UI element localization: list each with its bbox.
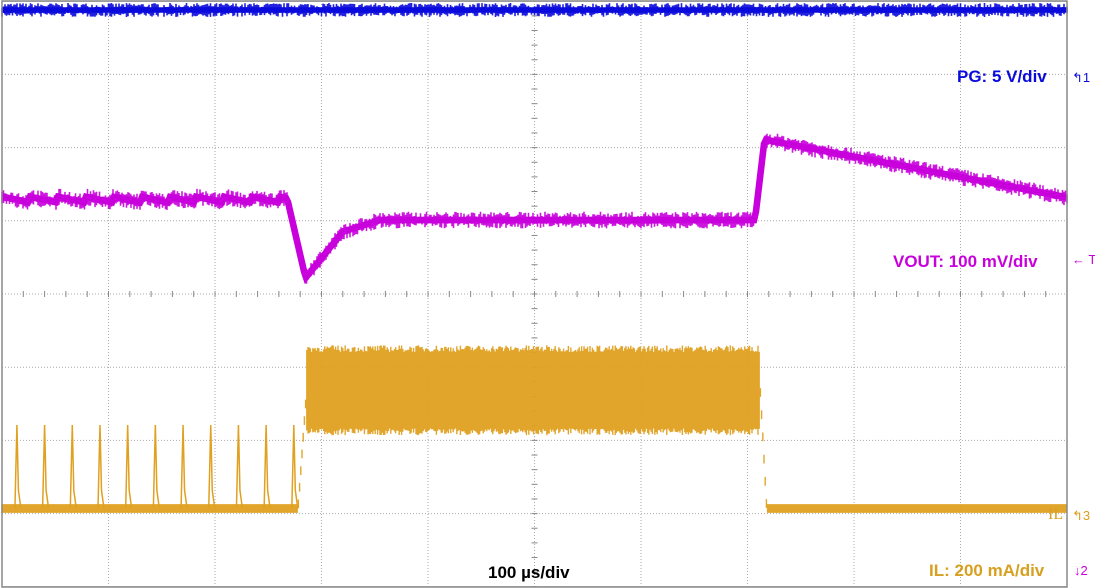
il-spike (207, 425, 216, 509)
il-spike (263, 425, 271, 509)
il-spike (41, 425, 50, 509)
ch2-ground-marker[interactable]: ↓2 (1074, 563, 1088, 578)
vout-trace-core (1, 136, 1067, 285)
il-spike (124, 425, 133, 509)
il-spike (14, 425, 22, 509)
ch3-ground-marker[interactable]: ↰3 (1072, 508, 1091, 523)
ch2-offset-marker[interactable]: ← T (1072, 252, 1095, 267)
il-spike (97, 425, 105, 509)
il-spike (69, 425, 78, 509)
ch1-number: 1 (1082, 70, 1091, 85)
il-spike (152, 425, 161, 509)
plot-border (1, 0, 1068, 588)
il-trace-label: IL (1048, 506, 1064, 523)
il-spike (235, 425, 244, 509)
ch2-number: 2 (1080, 563, 1088, 578)
pg-scale-label: PG: 5 V/div (957, 67, 1047, 86)
il-scale-label: IL: 200 mA/div (929, 561, 1045, 580)
il-spike (291, 425, 299, 509)
il-spike (180, 425, 188, 509)
x-scale-label: 100 µs/div (488, 563, 570, 582)
vout-scale-label: VOUT: 100 mV/div (893, 252, 1038, 271)
ch3-number: 3 (1082, 508, 1091, 523)
ch1-ground-marker[interactable]: ↰1 (1072, 70, 1091, 85)
